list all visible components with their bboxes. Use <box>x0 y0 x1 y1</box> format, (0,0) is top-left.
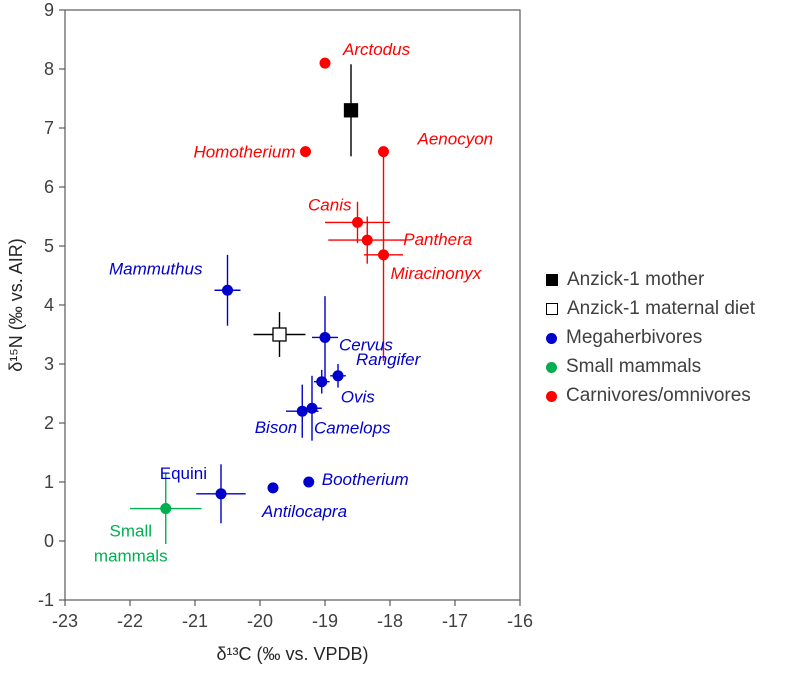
point-label-small-mammals: Small mammals <box>94 522 168 566</box>
x-tick-label: -21 <box>182 611 208 631</box>
marker-small-mammals <box>160 503 172 515</box>
circle-marker-icon <box>546 332 557 344</box>
x-tick-label: -20 <box>247 611 273 631</box>
x-tick-label: -17 <box>442 611 468 631</box>
y-tick-label: 5 <box>44 236 54 256</box>
x-tick-label: -23 <box>52 611 78 631</box>
x-tick-label: -18 <box>377 611 403 631</box>
point-label-canis: Canis <box>308 195 352 214</box>
marker-homotherium <box>300 146 311 158</box>
marker-ovis <box>316 376 328 388</box>
marker-bison <box>296 405 308 417</box>
y-tick-label: 1 <box>44 472 54 492</box>
y-tick-label: 0 <box>44 531 54 551</box>
marker-canis <box>352 216 363 228</box>
marker-arctodus <box>319 57 331 69</box>
x-tick-label: -16 <box>507 611 533 631</box>
y-tick-label: 6 <box>44 177 54 197</box>
marker-equini <box>215 488 227 500</box>
scatter-plot: -23 -22 -21 -20 -19 -18 -17 -16 -1 0 1 2 3 4 5 6 7 8 9 δ¹³C… <box>6 0 533 664</box>
marker-miracinonyx <box>378 249 389 261</box>
point-label-antilocapra: Antilocapra <box>261 502 347 521</box>
y-tick-label: 2 <box>44 413 54 433</box>
legend-item-anzick-1-mother: Anzick-1 mother <box>546 269 755 291</box>
point-label-bison: Bison <box>255 418 298 437</box>
marker-panthera <box>361 234 373 246</box>
marker-aenocyon <box>378 146 389 158</box>
marker-anzick-1-mother <box>343 103 359 118</box>
x-tick-label: -19 <box>312 611 338 631</box>
point-label-ovis: Ovis <box>341 388 376 407</box>
point-label-panthera: Panthera <box>403 230 472 249</box>
x-axis-title: δ¹³C (‰ vs. VPDB) <box>216 644 368 664</box>
y-tick-label: 4 <box>44 295 54 315</box>
marker-anzick-1-maternal-diet <box>272 327 287 342</box>
point-label-rangifer: Rangifer <box>356 350 422 369</box>
legend-item-small-mammals: Small mammals <box>546 356 755 378</box>
point-label-equini: Equini <box>160 464 207 483</box>
point-label-miracinonyx: Miracinonyx <box>391 264 482 283</box>
y-tick-label: 8 <box>44 59 54 79</box>
legend-label: Carnivores/omnivores <box>566 385 751 406</box>
y-axis-title: δ¹⁵N (‰ vs. AIR) <box>6 238 26 371</box>
point-label-cervus: Cervus <box>339 335 393 354</box>
legend-label: Anzick-1 maternal diet <box>567 298 755 319</box>
marker-mammuthus <box>222 284 233 296</box>
legend-item-carnivores-omnivores: Carnivores/omnivores <box>546 385 755 407</box>
legend-label: Anzick-1 mother <box>567 269 705 290</box>
legend-label: Small mammals <box>566 356 702 377</box>
legend-item-anzick-1-maternal-diet: Anzick-1 maternal diet <box>546 298 755 320</box>
legend-label: Megaherbivores <box>566 327 703 348</box>
circle-marker-icon <box>546 390 557 402</box>
point-label-mammuthus: Mammuthus <box>109 259 203 278</box>
marker-antilocapra <box>267 482 279 494</box>
point-label-camelops: Camelops <box>314 418 391 437</box>
y-tick-label: 3 <box>44 354 54 374</box>
marker-rangifer <box>332 370 344 382</box>
y-tick-label: -1 <box>38 590 54 610</box>
point-label-homotherium: Homotherium <box>193 143 295 162</box>
point-label-bootherium: Bootherium <box>322 470 409 489</box>
chart-legend: Anzick-1 mother Anzick-1 maternal diet Meg… <box>546 269 755 407</box>
square-open-marker-icon <box>546 303 558 315</box>
square-filled-marker-icon <box>546 274 558 286</box>
x-tick-label: -22 <box>117 611 143 631</box>
point-label-arctodus: Arctodus <box>342 40 411 59</box>
marker-camelops <box>306 402 318 414</box>
point-label-aenocyon: Aenocyon <box>417 130 494 149</box>
marker-cervus <box>319 331 331 343</box>
circle-marker-icon <box>546 361 557 373</box>
y-tick-label: 7 <box>44 118 54 138</box>
legend-item-megaherbivores: Megaherbivores <box>546 327 755 349</box>
marker-bootherium <box>303 476 315 488</box>
y-tick-label: 9 <box>44 0 54 20</box>
